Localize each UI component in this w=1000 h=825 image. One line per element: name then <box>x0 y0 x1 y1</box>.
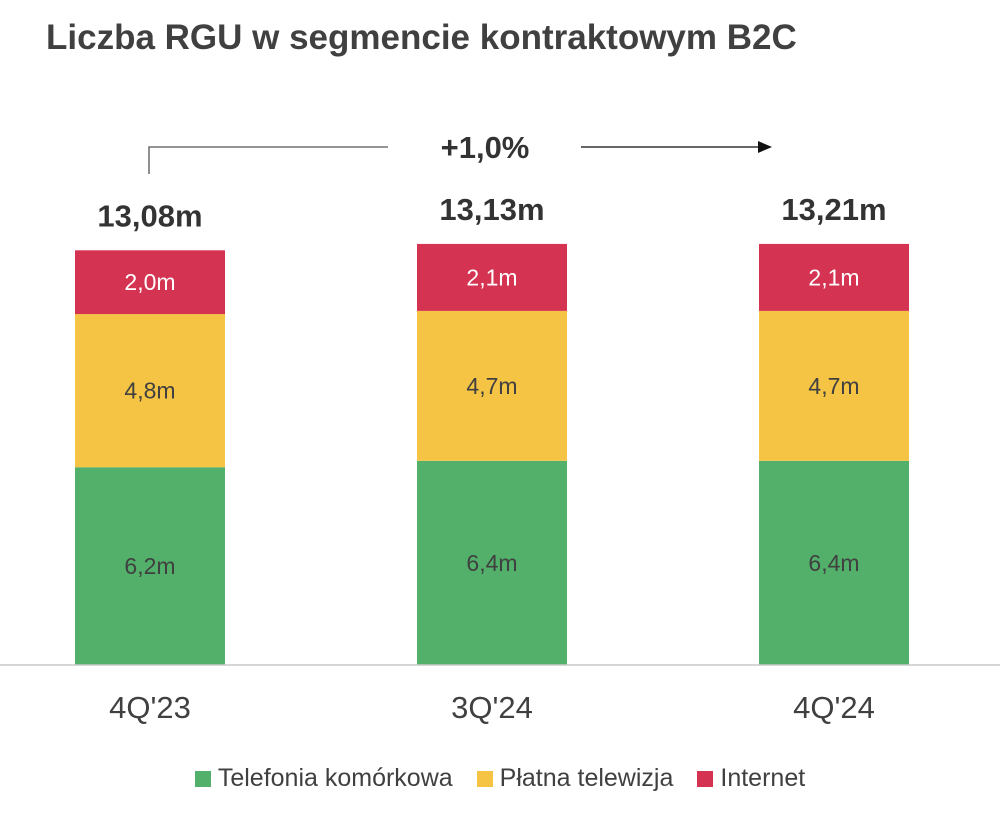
legend-label: Płatna telewizja <box>499 764 674 792</box>
data-label: 2,0m <box>124 269 175 295</box>
data-label: 6,4m <box>808 550 859 576</box>
x-tick-label: 4Q'23 <box>109 690 191 725</box>
total-label: 13,13m <box>439 192 544 227</box>
bar-4Q'24-Telefonia komórkowa <box>759 460 909 665</box>
chart-title: Liczba RGU w segmencie kontraktowym B2C <box>46 18 797 57</box>
bar-4Q'24-Internet <box>759 243 909 311</box>
legend-swatch <box>194 770 211 787</box>
legend-swatch <box>697 770 714 787</box>
total-label: 13,08m <box>97 198 202 233</box>
bar-4Q'23-Internet <box>75 250 225 315</box>
data-label: 4,7m <box>466 373 517 399</box>
x-tick-label: 3Q'24 <box>451 690 533 725</box>
growth-annotation: +1,0% <box>441 130 530 165</box>
bar-4Q'23-Telefonia komórkowa <box>75 467 225 665</box>
legend: Telefonia komórkowa Płatna telewizja Inter… <box>0 764 1000 793</box>
legend-item: Internet <box>697 764 805 793</box>
bar-4Q'23-Płatna telewizja <box>75 314 225 468</box>
bar-3Q'24-Płatna telewizja <box>417 310 567 461</box>
data-label: 4,8m <box>124 378 175 404</box>
data-label: 2,1m <box>808 264 859 290</box>
data-label: 6,4m <box>466 550 517 576</box>
x-tick-label: 4Q'24 <box>793 690 875 725</box>
arrowhead-icon <box>758 141 772 153</box>
bar-3Q'24-Telefonia komórkowa <box>417 460 567 665</box>
bar-3Q'24-Internet <box>417 243 567 311</box>
legend-item: Telefonia komórkowa <box>194 764 453 793</box>
data-label: 4,7m <box>808 373 859 399</box>
legend-label: Internet <box>720 764 806 792</box>
legend-swatch <box>476 770 493 787</box>
data-label: 6,2m <box>124 553 175 579</box>
data-label: 2,1m <box>466 264 517 290</box>
bar-4Q'24-Płatna telewizja <box>759 310 909 461</box>
total-label: 13,21m <box>781 192 886 227</box>
legend-label: Telefonia komórkowa <box>217 764 453 792</box>
legend-item: Płatna telewizja <box>476 764 674 793</box>
growth-arrow-left <box>148 146 388 174</box>
